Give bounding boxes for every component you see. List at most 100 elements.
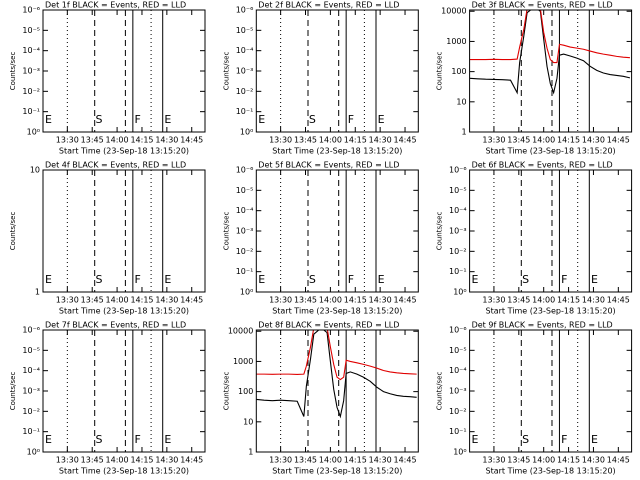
- y-tick-label: 10⁻⁶: [449, 166, 467, 175]
- event-label: S: [522, 433, 529, 446]
- y-tick-label: 10⁻³: [236, 227, 254, 236]
- x-tick-label: 14:15: [344, 136, 367, 145]
- y-tick-label: 10⁰: [27, 128, 40, 137]
- x-tick-label: 14:15: [344, 456, 367, 465]
- x-axis-label: Start Time (23-Sep-18 13:15:20): [272, 307, 402, 316]
- y-tick-label: 100: [238, 387, 253, 396]
- event-label: E: [258, 273, 265, 286]
- x-tick-label: 14:30: [582, 136, 605, 145]
- panel: Det 2f BLACK = Events, RED = LLD Start Ti…: [222, 1, 419, 156]
- y-tick-label: 10⁻¹: [236, 267, 254, 276]
- y-tick-label: 1: [462, 128, 467, 137]
- y-tick-label: 10⁻³: [22, 387, 40, 396]
- y-axis-label: Counts/sec: [436, 212, 444, 251]
- y-tick-label: 10⁰: [240, 128, 253, 137]
- event-label: E: [45, 273, 52, 286]
- x-tick-label: 13:30: [482, 296, 505, 305]
- x-tick-label: 14:00: [106, 136, 129, 145]
- x-tick-label: 13:30: [56, 456, 79, 465]
- event-label: E: [472, 433, 479, 446]
- x-tick-label: 13:45: [507, 296, 530, 305]
- y-tick-label: 10⁻³: [449, 387, 467, 396]
- y-tick-label: 10⁻⁶: [236, 6, 254, 15]
- plot-frame: [469, 9, 633, 133]
- y-tick-label: 100: [451, 67, 466, 76]
- y-tick-label: 10⁻⁶: [449, 326, 467, 335]
- y-tick-label: 1000: [233, 357, 253, 366]
- x-tick-label: 14:15: [130, 136, 153, 145]
- x-tick-label: 13:30: [482, 136, 505, 145]
- y-tick-label: 10⁻⁴: [449, 206, 467, 215]
- event-label: S: [96, 433, 103, 446]
- x-axis-label: Start Time (23-Sep-18 13:15:20): [272, 147, 402, 156]
- event-label: F: [348, 273, 354, 286]
- y-tick-label: 10⁻⁴: [236, 46, 254, 55]
- y-tick-label: 10⁻³: [236, 67, 254, 76]
- x-tick-label: 14:45: [393, 456, 416, 465]
- x-tick-label: 14:15: [344, 296, 367, 305]
- x-tick-label: 14:15: [557, 456, 580, 465]
- event-label: S: [309, 273, 316, 286]
- y-tick-label: 10⁻⁵: [22, 26, 40, 35]
- x-tick-label: 14:45: [180, 296, 203, 305]
- event-label: E: [164, 113, 171, 126]
- x-tick-label: 14:30: [155, 296, 178, 305]
- series-line: [256, 330, 417, 419]
- panel-title: Det 5f BLACK = Events, RED = LLD: [258, 161, 399, 170]
- y-tick-label: 10⁻¹: [449, 427, 467, 436]
- y-tick-label: 10⁻⁵: [449, 186, 467, 195]
- y-tick-label: 1: [248, 448, 253, 457]
- event-label: S: [522, 273, 529, 286]
- x-tick-label: 14:30: [155, 136, 178, 145]
- y-tick-label: 10⁰: [240, 288, 253, 297]
- panel: Det 9f BLACK = Events, RED = LLD Start Ti…: [436, 321, 633, 476]
- x-tick-label: 14:00: [532, 456, 555, 465]
- x-tick-label: 13:45: [294, 296, 317, 305]
- x-tick-label: 14:00: [319, 456, 342, 465]
- x-tick-label: 13:30: [269, 456, 292, 465]
- y-tick-label: 10⁻⁶: [22, 326, 40, 335]
- x-tick-label: 14:15: [130, 296, 153, 305]
- x-tick-label: 14:30: [369, 456, 392, 465]
- x-tick-label: 13:45: [81, 456, 104, 465]
- x-tick-label: 14:45: [607, 456, 630, 465]
- y-tick-label: 10⁻⁶: [236, 166, 254, 175]
- x-tick-label: 14:45: [607, 136, 630, 145]
- x-axis-label: Start Time (23-Sep-18 13:15:20): [486, 307, 616, 316]
- series-line: [256, 330, 417, 381]
- event-label: E: [164, 273, 171, 286]
- x-tick-label: 14:00: [319, 136, 342, 145]
- x-tick-label: 13:45: [507, 136, 530, 145]
- y-tick-label: 10⁻⁵: [236, 186, 254, 195]
- panel: Det 1f BLACK = Events, RED = LLD Start Ti…: [9, 1, 206, 156]
- panel-title: Det 4f BLACK = Events, RED = LLD: [45, 161, 186, 170]
- event-label: E: [591, 273, 598, 286]
- x-axis-label: Start Time (23-Sep-18 13:15:20): [486, 147, 616, 156]
- y-tick-label: 10⁻²: [449, 407, 467, 416]
- y-axis-label: Counts/sec: [9, 212, 17, 251]
- x-tick-label: 14:00: [532, 296, 555, 305]
- y-tick-label: 10⁻⁴: [236, 206, 254, 215]
- x-axis-label: Start Time (23-Sep-18 13:15:20): [59, 147, 189, 156]
- event-label: E: [472, 273, 479, 286]
- x-tick-label: 14:30: [369, 136, 392, 145]
- y-tick-label: 10000: [441, 7, 466, 16]
- x-tick-label: 14:45: [180, 136, 203, 145]
- event-label: E: [378, 113, 385, 126]
- y-tick-label: 10⁻²: [236, 247, 254, 256]
- y-axis-label: Counts/sec: [222, 372, 230, 411]
- y-tick-label: 10⁻²: [22, 407, 40, 416]
- event-label: F: [135, 113, 141, 126]
- x-tick-label: 13:30: [269, 296, 292, 305]
- panel-title: Det 1f BLACK = Events, RED = LLD: [45, 1, 186, 10]
- x-tick-label: 13:30: [269, 136, 292, 145]
- x-tick-label: 14:30: [155, 456, 178, 465]
- event-label: E: [164, 433, 171, 446]
- panel: Det 7f BLACK = Events, RED = LLD Start Ti…: [9, 321, 206, 476]
- y-tick-label: 10⁻³: [449, 227, 467, 236]
- panel-title: Det 7f BLACK = Events, RED = LLD: [45, 321, 186, 330]
- x-tick-label: 13:45: [294, 136, 317, 145]
- x-tick-label: 14:00: [106, 456, 129, 465]
